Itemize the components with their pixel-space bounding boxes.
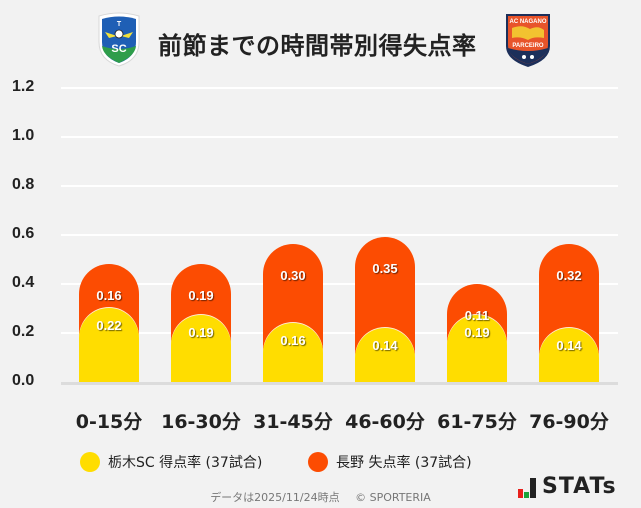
bar-tochigi-score [539,327,599,382]
bar-group: 0.11 0.19 [447,283,507,382]
legend-dot-orange-icon [308,452,328,472]
y-axis-tick-label: 1.0 [12,127,35,144]
data-date-note: データは2025/11/24時点 [210,491,340,504]
gridline [61,332,618,334]
stats-logo-bar-green-icon [524,492,529,498]
gridline [61,136,618,138]
svg-text:SC: SC [111,43,126,55]
legend-label-nagano: 長野 失点率 (37試合) [336,455,472,471]
bar-tochigi-score [263,322,323,382]
stats-logo-bar-red-icon [518,489,523,498]
bar-value-label-tochigi: 0.14 [556,337,582,353]
bar-value-label-nagano: 0.30 [280,268,306,284]
y-axis-tick-label: 0.4 [12,274,35,291]
legend-item-nagano: 長野 失点率 (37試合) [308,450,472,474]
bar-value-label-nagano: 0.16 [96,287,122,303]
tochigi-sc-crest-icon: SC T [98,12,140,67]
bar-value-label-tochigi: 0.19 [464,325,490,341]
bar-value-label-tochigi: 0.22 [96,318,122,334]
chart-title: 前節までの時間帯別得失点率 [158,32,477,60]
legend-label-tochigi: 栃木SC 得点率 (37試合) [108,455,263,471]
stats-logo-text: STATs [542,474,617,499]
bar-value-label-tochigi: 0.16 [280,332,306,348]
x-axis-category-label: 46-60分 [345,411,425,433]
gridline [61,185,618,187]
x-axis-category-label: 16-30分 [161,411,241,433]
bar-group: 0.32 0.14 [539,244,599,382]
stats-logo-bar-black-icon [530,478,536,498]
x-axis-category-label: 76-90分 [529,411,609,433]
svg-text:PARCEIRO: PARCEIRO [512,43,544,49]
stats-logo: STATs [518,476,617,498]
bar-group: 0.35 0.14 [355,236,415,382]
legend-dot-yellow-icon [80,452,100,472]
gridline [61,283,618,285]
ac-nagano-parceiro-crest-icon: AC NAGANO PARCEIRO [506,14,550,67]
svg-text:AC NAGANO: AC NAGANO [510,19,547,25]
x-axis-category-label: 61-75分 [437,411,517,433]
y-axis-tick-label: 0.8 [12,176,35,193]
bar-value-label-nagano: 0.35 [372,260,398,276]
legend-item-tochigi: 栃木SC 得点率 (37試合) [80,450,262,474]
chart-header: SC T 前節までの時間帯別得失点率 AC NAGANO PARCEIRO [0,0,641,80]
bar-group: 0.19 0.19 [171,263,231,382]
bar-value-label-nagano: 0.19 [188,287,214,303]
y-axis-tick-label: 0.0 [12,372,35,389]
bar-tochigi-score [355,327,415,382]
footer-note: データは2025/11/24時点 © SPORTERIA [0,489,641,505]
gridline [61,234,618,236]
bar-value-label-tochigi: 0.14 [372,337,398,353]
bar-tochigi-score [171,315,231,382]
x-axis-category-label: 0-15分 [75,411,143,433]
bar-group: 0.16 0.22 [79,263,139,382]
y-axis-tick-label: 0.6 [12,225,35,242]
bar-value-label-nagano: 0.32 [556,268,582,284]
bar-value-label-tochigi: 0.19 [188,325,214,341]
svg-text:T: T [117,21,122,28]
bar-group: 0.30 0.16 [263,244,323,382]
bar-tochigi-score [447,315,507,382]
x-axis-baseline [61,382,618,385]
x-axis-category-label: 31-45分 [253,411,333,433]
bar-value-label-nagano: 0.11 [464,307,490,323]
gridline [61,87,618,89]
y-axis-tick-label: 0.2 [12,323,35,340]
bar-tochigi-score [79,308,139,382]
copyright-text: © SPORTERIA [355,491,431,504]
y-axis-tick-label: 1.2 [12,78,35,95]
